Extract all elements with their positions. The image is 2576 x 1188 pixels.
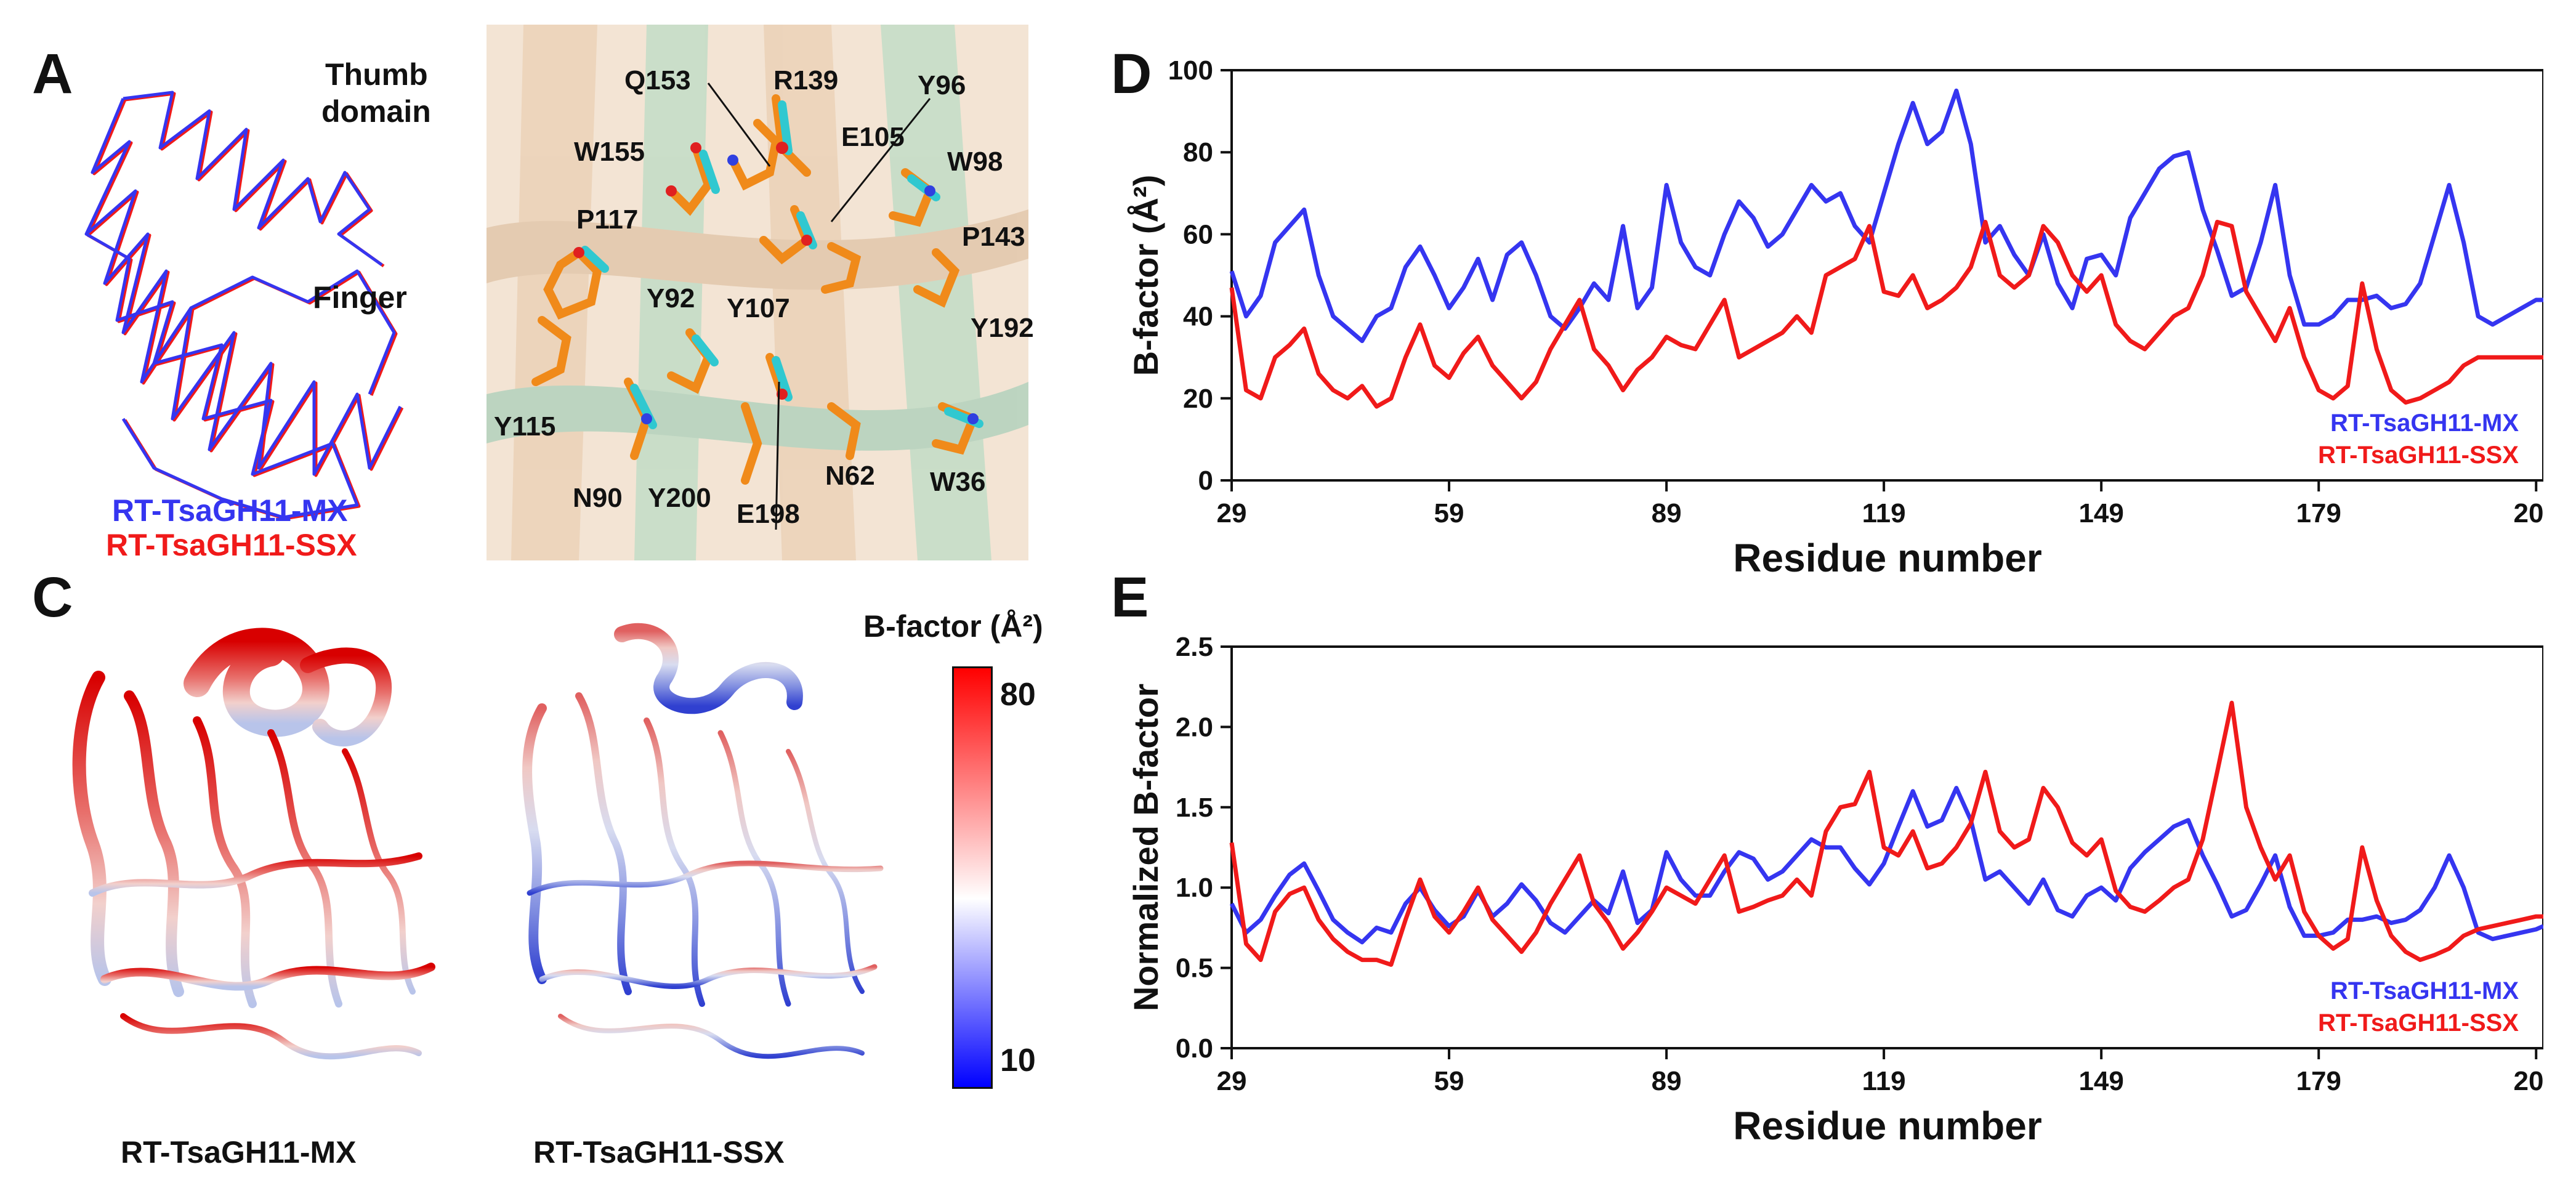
active-site-structure xyxy=(487,25,1028,560)
color-scale-min: 10 xyxy=(1000,1043,1036,1078)
series-line-ssx xyxy=(1229,219,2543,409)
color-scale-title: B-factor (Å²) xyxy=(863,609,1043,644)
legend-ssx-label: RT-TsaGH11-SSX xyxy=(106,528,357,562)
x-axis-label: Residue number xyxy=(1733,1104,2041,1148)
x-tick-label: 149 xyxy=(2078,498,2123,528)
residue-w98: W98 xyxy=(947,147,1003,177)
caption-ssx: RT-TsaGH11-SSX xyxy=(533,1135,785,1170)
residue-w155: W155 xyxy=(574,137,645,167)
residue-q153: Q153 xyxy=(624,65,691,95)
x-axis-label: Residue number xyxy=(1733,536,2041,580)
x-tick-label: 59 xyxy=(1434,498,1464,528)
residue-y107: Y107 xyxy=(727,293,790,323)
x-tick-label: 209 xyxy=(2514,498,2543,528)
y-tick-label: 1.0 xyxy=(1176,873,1213,903)
series-line-mx xyxy=(1229,786,2543,945)
bfactor-line-chart: 0 20 40 60 80 100 29 59 89 119 149 179 209 Residue nu… xyxy=(1126,55,2543,580)
panel-label-d: D xyxy=(1111,42,1152,105)
panel-label-e: E xyxy=(1111,566,1149,629)
y-tick-label: 2.5 xyxy=(1176,632,1213,662)
y-tick-label: 0.5 xyxy=(1176,953,1213,984)
x-tick-label: 89 xyxy=(1652,498,1682,528)
x-tick-label: 119 xyxy=(1862,1066,1906,1096)
residue-y200: Y200 xyxy=(648,483,711,513)
residue-p143: P143 xyxy=(962,222,1025,252)
y-axis-label: Normalized B-factor xyxy=(1126,684,1165,1011)
y-tick-label: 0 xyxy=(1198,466,1213,496)
legend-entry-mx: RT-TsaGH11-MX xyxy=(2330,410,2519,437)
legend-mx-label: RT-TsaGH11-MX xyxy=(112,493,348,528)
residue-p117: P117 xyxy=(576,204,639,235)
thumb-domain-label-line2: domain xyxy=(321,94,431,129)
legend-entry-mx: RT-TsaGH11-MX xyxy=(2330,977,2519,1004)
bfactor-putty-mx xyxy=(72,628,435,1060)
x-tick-label: 149 xyxy=(2078,1066,2123,1096)
thumb-domain-label-line1: Thumb xyxy=(325,57,428,92)
legend-entry-ssx: RT-TsaGH11-SSX xyxy=(2318,442,2519,469)
x-tick-label: 119 xyxy=(1862,498,1906,528)
residue-e198: E198 xyxy=(737,499,800,529)
y-tick-label: 2.0 xyxy=(1176,712,1213,742)
y-tick-label: 100 xyxy=(1168,55,1213,86)
y-tick-label: 20 xyxy=(1183,384,1213,414)
x-tick-label: 209 xyxy=(2514,1066,2543,1096)
residue-n62: N62 xyxy=(825,461,875,491)
residue-e105: E105 xyxy=(841,122,905,152)
x-tick-label: 29 xyxy=(1217,498,1247,528)
panel-label-c: C xyxy=(32,566,73,629)
y-tick-label: 1.5 xyxy=(1176,793,1213,823)
series-line-ssx xyxy=(1229,700,2543,967)
residue-y92: Y92 xyxy=(647,283,695,313)
residue-y115: Y115 xyxy=(494,411,556,442)
legend-entry-ssx: RT-TsaGH11-SSX xyxy=(2318,1009,2519,1036)
x-tick-label: 179 xyxy=(2296,498,2341,528)
panel-label-a: A xyxy=(32,42,73,105)
series-line-mx xyxy=(1229,88,2543,344)
x-tick-label: 29 xyxy=(1217,1066,1247,1096)
residue-y96: Y96 xyxy=(918,70,966,100)
x-tick-label: 89 xyxy=(1652,1066,1682,1096)
y-tick-label: 60 xyxy=(1183,219,1213,249)
residue-y192: Y192 xyxy=(971,313,1034,343)
x-tick-label: 179 xyxy=(2296,1066,2341,1096)
color-scale-max: 80 xyxy=(1000,677,1036,713)
residue-r139: R139 xyxy=(773,65,839,95)
residue-w36: W36 xyxy=(930,467,986,497)
normalized-bfactor-line-chart: 0.0 0.5 1.0 1.5 2.0 2.5 29 59 89 119 149 179 209 Resi… xyxy=(1126,632,2543,1148)
x-tick-label: 59 xyxy=(1434,1066,1464,1096)
y-axis-label: B-factor (Å²) xyxy=(1126,175,1165,376)
residue-n90: N90 xyxy=(573,483,623,513)
backbone-trace-overlay xyxy=(84,91,404,520)
y-tick-label: 80 xyxy=(1183,137,1213,168)
bfactor-putty-ssx xyxy=(522,623,884,1059)
finger-label: Finger xyxy=(313,280,407,315)
color-scale-bar xyxy=(952,666,993,1089)
y-tick-label: 0.0 xyxy=(1176,1033,1213,1064)
y-tick-label: 40 xyxy=(1183,302,1213,332)
caption-mx: RT-TsaGH11-MX xyxy=(121,1135,357,1170)
